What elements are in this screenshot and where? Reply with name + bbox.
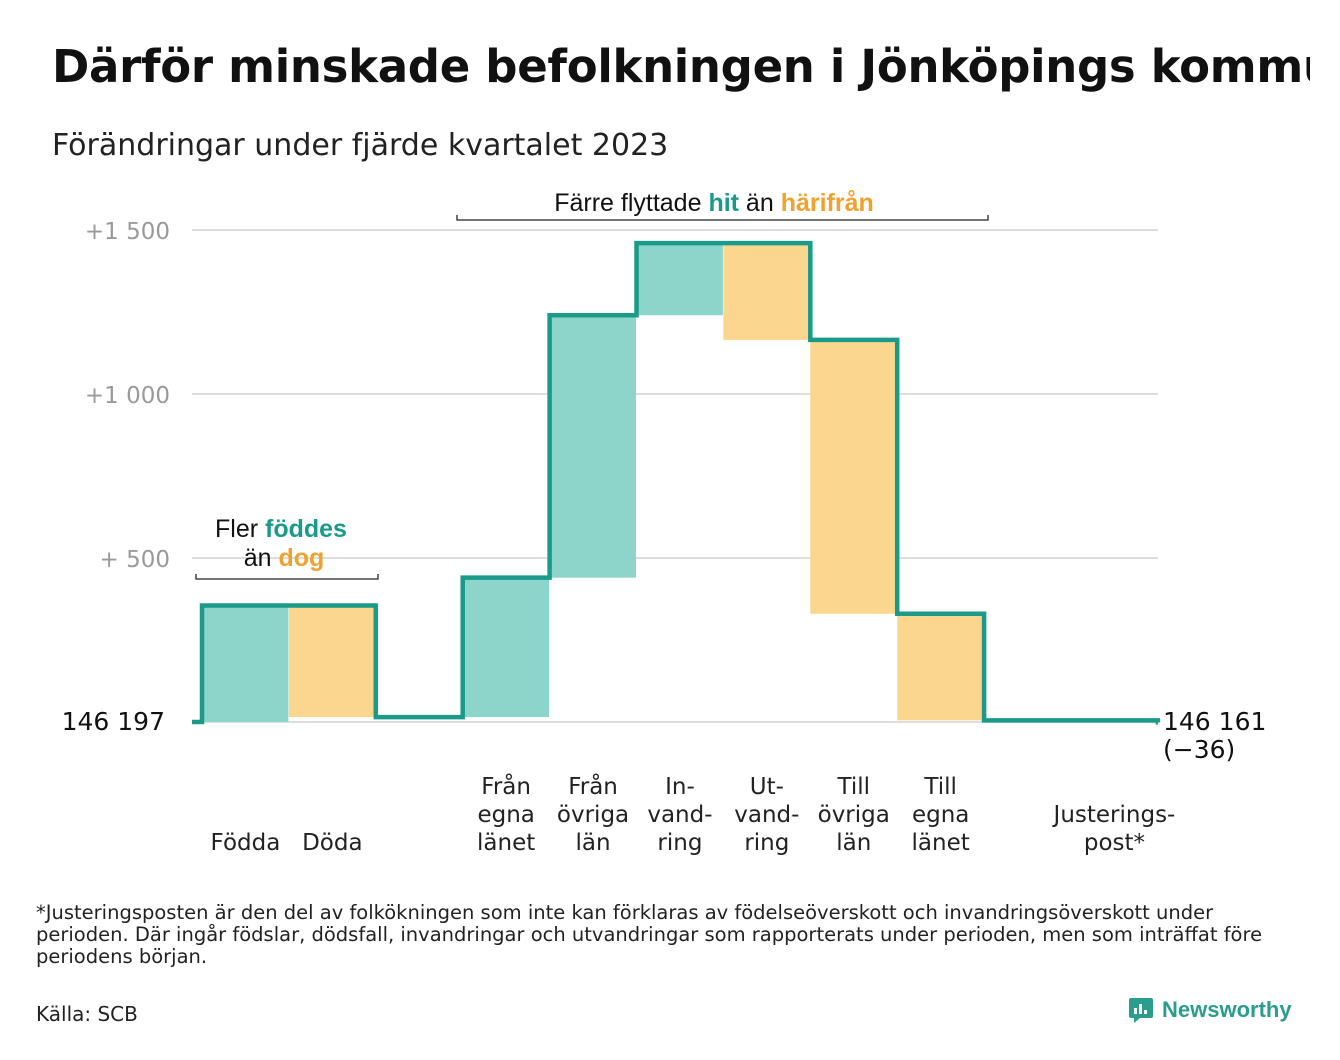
annotation-text-segment: än (739, 189, 781, 217)
category-label: post* (1084, 830, 1145, 856)
waterfall-bar (810, 339, 897, 614)
y-tick-label: +1 000 (85, 383, 170, 409)
chart-subtitle: Förändringar under fjärde kvartalet 2023 (52, 128, 669, 163)
waterfall-bar (549, 315, 636, 578)
category-label: Från (481, 772, 531, 800)
annotation-births-line2: än dog (244, 544, 325, 572)
category-label: Justerings- (1052, 802, 1176, 828)
y-tick-label: + 500 (100, 547, 170, 573)
footnote: *Justeringsposten är den del av folkökni… (36, 901, 1263, 968)
category-label: vand- (647, 802, 712, 828)
annotation-bracket-migration (456, 215, 989, 221)
category-label: Födda (211, 830, 281, 856)
category-label: egna (912, 802, 969, 828)
source-label: Källa: SCB (36, 1002, 138, 1026)
brand[interactable]: Newsworthy (1128, 996, 1292, 1024)
category-label: övriga (557, 802, 629, 828)
category-label: ring (744, 830, 789, 856)
annotation-bracket-births (195, 574, 379, 580)
category-label: länet (912, 830, 970, 856)
waterfall-bar (723, 243, 810, 340)
annotation-text-segment: än (244, 544, 279, 572)
cumulative-step-line (192, 240, 1161, 725)
category-label: Till (836, 774, 870, 800)
brand-name: Newsworthy (1162, 997, 1292, 1022)
annotation-text-segment: dog (278, 544, 324, 572)
category-label: länet (477, 830, 535, 856)
category-label: Till (923, 774, 957, 800)
category-label: egna (477, 802, 534, 828)
category-label: vand- (734, 802, 799, 828)
category-label: län (576, 830, 611, 856)
newsworthy-logo-icon (1129, 998, 1153, 1023)
category-label: ring (657, 830, 702, 856)
category-label: Döda (302, 830, 362, 856)
end-change-label: (−36) (1163, 735, 1235, 764)
end-value-label: 146 161 (1163, 707, 1266, 736)
annotation-migration: Färre flyttade hit än härifrån (554, 189, 874, 217)
annotation-text-segment: härifrån (781, 189, 874, 217)
category-label: In- (665, 774, 695, 800)
waterfall-bar (462, 577, 550, 718)
annotation-text-segment: Färre flyttade (554, 189, 708, 217)
waterfall-bar (202, 605, 289, 722)
annotation-text-segment: hit (708, 189, 739, 217)
y-tick-label: +1 500 (85, 219, 170, 245)
annotation-text-segment: föddes (265, 515, 347, 543)
annotation-text-segment: Fler (215, 515, 265, 543)
waterfall-bar (897, 613, 984, 721)
chart-title: Därför minskade befolkningen i Jönköping… (52, 40, 1310, 93)
annotation-births-line1: Fler föddes (215, 515, 347, 543)
category-label: län (836, 830, 871, 856)
waterfall-bar (636, 243, 723, 316)
category-label: övriga (818, 802, 890, 828)
category-label: Från (568, 772, 618, 800)
start-value-label: 146 197 (62, 707, 165, 736)
category-label: Ut- (750, 774, 784, 800)
waterfall-bar (288, 605, 376, 718)
